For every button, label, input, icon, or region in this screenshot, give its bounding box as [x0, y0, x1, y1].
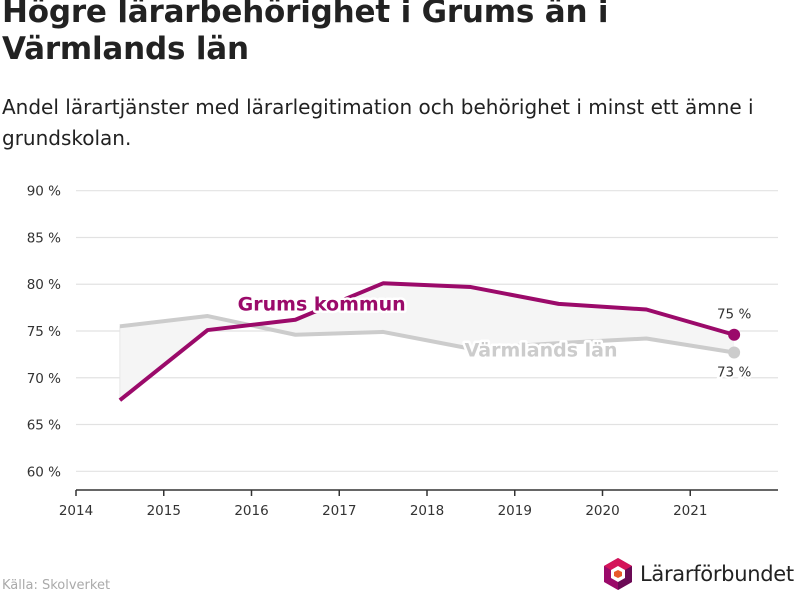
- y-tick-label: 85 %: [27, 230, 61, 246]
- chart-subtitle: Andel lärartjänster med lärarlegitimatio…: [2, 95, 754, 150]
- y-tick-label: 75 %: [27, 324, 61, 340]
- difference-area: [119, 283, 735, 401]
- series-endpoint-varmlands-lan: [728, 346, 741, 359]
- difference-fill: [119, 283, 735, 401]
- series-label-grums-kommun: Grums kommun: [238, 293, 406, 315]
- source-note: Källa: Skolverket: [2, 578, 111, 593]
- x-tick-label: 2018: [410, 503, 444, 519]
- series-line-varmlands-lan: [119, 314, 735, 355]
- brand-logo: Lärarförbundet: [602, 556, 794, 592]
- data-label-varmlands-lan-2021: 73 %: [717, 365, 751, 381]
- gridlines: 60 % 65 % 70 % 75 % 80 % 85 % 90 %: [27, 184, 778, 480]
- series-label-varmlands-lan: Värmlands län: [465, 339, 618, 361]
- chart-title: Högre lärarbehörighet i Grums än i Värml…: [2, 0, 609, 67]
- x-tick-label: 2017: [322, 503, 356, 519]
- series-line-grums-kommun: [118, 281, 735, 402]
- x-tick-label: 2020: [585, 503, 619, 519]
- annotations: Grums kommun Värmlands län 75 % 73 %: [235, 291, 753, 383]
- series-lines: [118, 281, 741, 402]
- brand-name: Lärarförbundet: [640, 562, 794, 586]
- series-endpoint-grums-kommun: [728, 328, 741, 341]
- x-axis: 2014 2015 2016 2017 2018 2019 2020 2021: [59, 489, 778, 519]
- x-tick-label: 2021: [673, 503, 707, 519]
- x-tick-label: 2016: [234, 503, 268, 519]
- data-label-grums-kommun-2021: 75 %: [717, 307, 751, 323]
- y-tick-label: 70 %: [27, 371, 61, 387]
- x-tick-label: 2015: [147, 503, 181, 519]
- y-tick-label: 65 %: [27, 418, 61, 434]
- x-tick-label: 2019: [498, 503, 532, 519]
- lararforbundet-logo-icon: [604, 558, 632, 590]
- y-tick-label: 80 %: [27, 277, 61, 293]
- y-tick-label: 60 %: [27, 464, 61, 480]
- x-tick-label: 2014: [59, 503, 93, 519]
- y-tick-label: 90 %: [27, 184, 61, 200]
